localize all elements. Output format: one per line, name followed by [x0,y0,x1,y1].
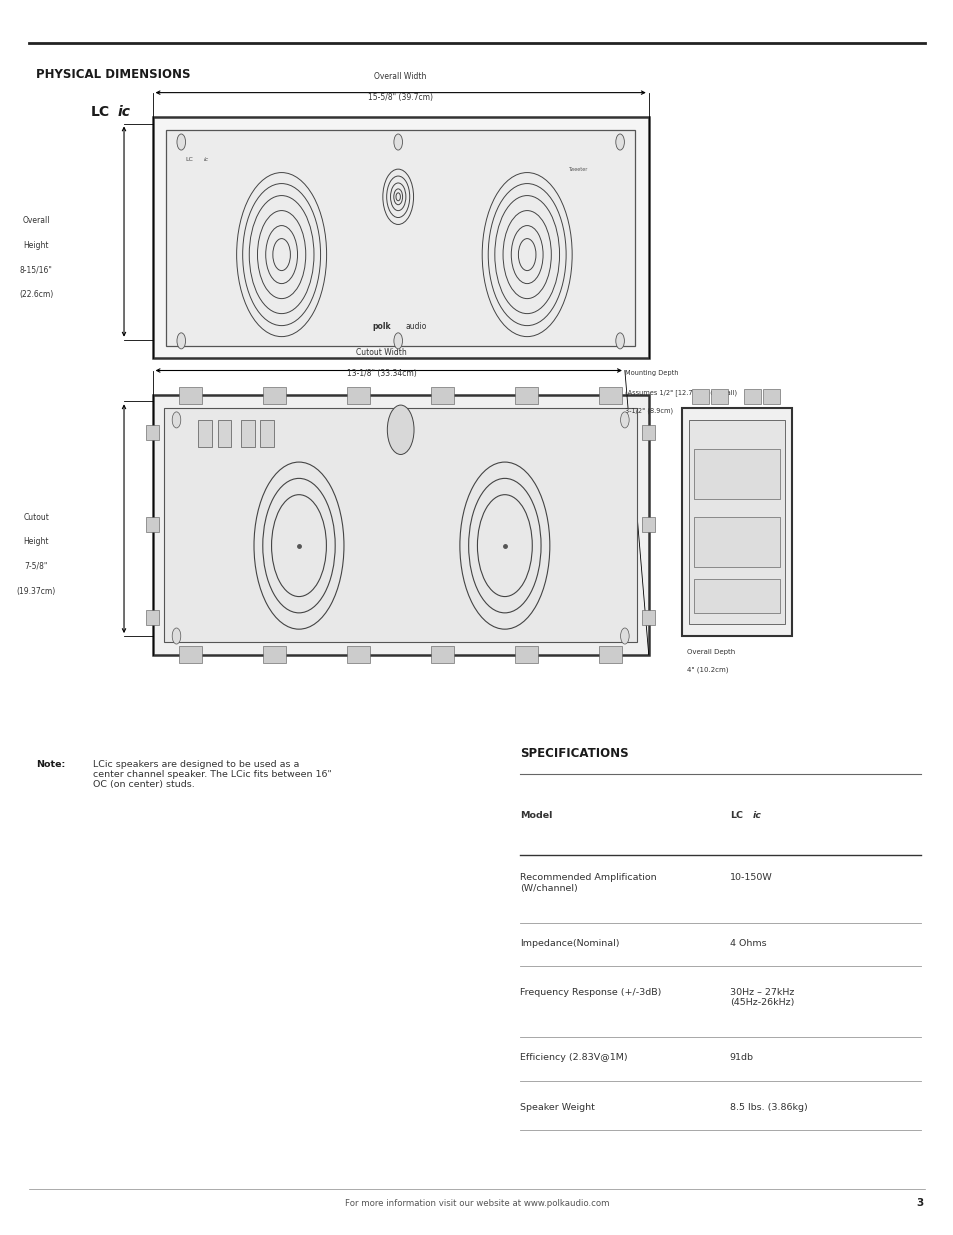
Bar [166,130,635,346]
Text: 7-5/8": 7-5/8" [25,562,48,571]
Text: Overall Depth: Overall Depth [686,648,735,655]
Bar [688,420,784,624]
Text: LC: LC [185,157,193,162]
Text: (22.6cm): (22.6cm) [19,290,53,299]
Ellipse shape [172,412,181,429]
Text: audio: audio [405,322,426,331]
Text: Note:: Note: [36,760,66,768]
Text: Height: Height [24,241,49,249]
Bar [743,389,760,404]
Bar [263,387,286,404]
Bar [146,610,159,625]
Text: LC: LC [729,811,742,820]
Text: For more information visit our website at www.polkaudio.com: For more information visit our website a… [344,1199,609,1208]
Bar [263,646,286,663]
Ellipse shape [394,332,402,350]
Text: ic: ic [752,811,760,820]
Text: Overall Width: Overall Width [375,72,426,80]
Text: Frequency Response (+/-3dB): Frequency Response (+/-3dB) [519,988,660,997]
Text: 3: 3 [915,1198,923,1208]
Text: Tweeter: Tweeter [567,167,586,172]
Text: 30Hz – 27kHz
(45Hz-26kHz): 30Hz – 27kHz (45Hz-26kHz) [729,988,793,1008]
Bar [198,420,212,447]
Text: Model: Model [519,811,552,820]
Text: 8.5 lbs. (3.86kg): 8.5 lbs. (3.86kg) [729,1103,806,1112]
Ellipse shape [172,627,181,645]
Bar [260,420,274,447]
Bar [641,425,655,440]
Text: Mounting Depth: Mounting Depth [624,370,678,377]
Ellipse shape [177,135,185,151]
Bar [710,389,727,404]
Bar [762,389,780,404]
Bar [152,395,648,655]
Bar [179,387,202,404]
Bar [152,117,648,358]
Text: SPECIFICATIONS: SPECIFICATIONS [519,747,628,761]
Text: ic: ic [117,105,131,119]
Bar [146,517,159,532]
Text: Efficiency (2.83V@1M): Efficiency (2.83V@1M) [519,1053,627,1062]
Bar [431,646,454,663]
Bar [641,517,655,532]
Ellipse shape [620,412,629,429]
Bar [693,517,780,568]
Text: Overall: Overall [23,216,50,225]
Text: 91db: 91db [729,1053,753,1062]
Text: (19.37cm): (19.37cm) [16,587,56,595]
Text: LC: LC [91,105,110,119]
Bar [241,420,254,447]
Bar [598,646,621,663]
Bar [681,408,791,636]
Bar [515,646,537,663]
Text: 4" (10.2cm): 4" (10.2cm) [686,667,728,673]
Ellipse shape [620,627,629,645]
Text: 3-1/2" (8.9cm): 3-1/2" (8.9cm) [624,408,672,414]
Text: Impedance(Nominal): Impedance(Nominal) [519,939,618,947]
Text: LCic speakers are designed to be used as a
center channel speaker. The LCic fits: LCic speakers are designed to be used as… [93,760,332,789]
Bar [691,389,708,404]
Ellipse shape [177,332,185,350]
Bar [347,646,370,663]
Text: Height: Height [24,537,49,546]
Text: 15-5/8" (39.7cm): 15-5/8" (39.7cm) [368,93,433,101]
Ellipse shape [387,405,414,454]
Bar [641,610,655,625]
Bar [217,420,231,447]
Text: (Assumes 1/2" [12.7mm] drywall): (Assumes 1/2" [12.7mm] drywall) [624,389,737,395]
Ellipse shape [394,135,402,151]
Bar [179,646,202,663]
Bar [515,387,537,404]
Text: 13-1/8" (33.34cm): 13-1/8" (33.34cm) [346,369,416,378]
Ellipse shape [616,332,623,350]
Text: 8-15/16": 8-15/16" [20,266,52,274]
Text: PHYSICAL DIMENSIONS: PHYSICAL DIMENSIONS [36,68,191,82]
Text: Recommended Amplification
(W/channel): Recommended Amplification (W/channel) [519,873,656,893]
Text: Cutout: Cutout [23,513,50,521]
Bar [431,387,454,404]
Text: 10-150W: 10-150W [729,873,772,882]
Bar [146,425,159,440]
Ellipse shape [616,135,623,151]
Bar [693,579,780,614]
Text: 4 Ohms: 4 Ohms [729,939,765,947]
Text: Cutout Width: Cutout Width [355,348,407,357]
Bar [347,387,370,404]
Text: polk: polk [372,322,391,331]
Text: ic: ic [204,157,209,162]
Text: Speaker Weight: Speaker Weight [519,1103,594,1112]
Bar [693,448,780,499]
Bar [164,408,637,642]
Bar [598,387,621,404]
